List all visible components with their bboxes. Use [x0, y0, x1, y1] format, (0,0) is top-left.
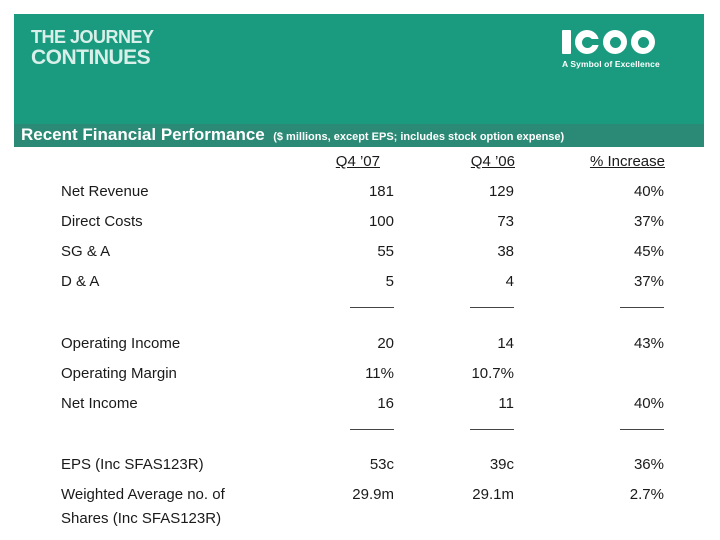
subtotal-rule — [470, 429, 514, 430]
logo-letter-c — [575, 30, 601, 54]
cell-operating-margin-q407: 11% — [365, 365, 394, 382]
cell-eps-q406: 39c — [489, 456, 514, 473]
row-label-da: D & A — [61, 273, 100, 290]
row-label-eps: EPS (Inc SFAS123R) — [61, 456, 204, 473]
cell-operating-income-inc: 43% — [633, 335, 664, 352]
cell-direct-costs-inc: 37% — [633, 213, 664, 230]
cell-sga-inc: 45% — [633, 243, 664, 260]
column-header-q4-06: Q4 ’06 — [470, 153, 515, 170]
logo-tagline: A Symbol of Excellence — [562, 59, 660, 69]
row-label-weighted-average-line-1: Weighted Average no. of — [61, 486, 225, 503]
row-label-net-revenue: Net Revenue — [61, 183, 149, 200]
column-header-q4-07: Q4 ’07 — [335, 153, 380, 170]
page-title: Recent Financial Performance ($ millions… — [21, 125, 564, 145]
cell-weighted-average-q406: 29.1m — [472, 486, 514, 503]
cell-net-income-q407: 16 — [377, 395, 394, 412]
tagline-line-2: CONTINUES — [31, 46, 151, 69]
subtotal-rule — [620, 307, 664, 308]
cell-operating-income-q406: 14 — [497, 335, 514, 352]
cell-operating-margin-q406: 10.7% — [471, 365, 514, 382]
cell-net-income-inc: 40% — [633, 395, 664, 412]
cell-sga-q407: 55 — [377, 243, 394, 260]
cell-net-revenue-q407: 181 — [368, 183, 394, 200]
page-title-main: Recent Financial Performance — [21, 125, 265, 144]
cell-da-inc: 37% — [633, 273, 664, 290]
cell-weighted-average-inc: 2.7% — [629, 486, 664, 503]
cell-sga-q406: 38 — [497, 243, 514, 260]
row-label-sga: SG & A — [61, 243, 111, 260]
row-label-operating-income: Operating Income — [61, 335, 181, 352]
logo-letter-n — [631, 30, 655, 54]
column-header-increase: % Increase — [589, 153, 665, 170]
subtotal-rule — [620, 429, 664, 430]
cell-operating-income-q407: 20 — [377, 335, 394, 352]
logo-mark — [562, 30, 682, 54]
cell-da-q407: 5 — [385, 273, 394, 290]
logo-letter-i — [562, 30, 571, 54]
row-label-net-income: Net Income — [61, 395, 138, 412]
cell-net-revenue-inc: 40% — [633, 183, 664, 200]
cell-weighted-average-q407: 29.9m — [352, 486, 394, 503]
page-title-note: ($ millions, except EPS; includes stock … — [273, 131, 565, 143]
logo-letter-o — [603, 30, 627, 54]
icon-logo: A Symbol of Excellence — [562, 30, 682, 90]
cell-net-revenue-q406: 129 — [488, 183, 514, 200]
row-label-weighted-average-line-2: Shares (Inc SFAS123R) — [61, 510, 222, 527]
cell-eps-q407: 53c — [369, 456, 394, 473]
cell-net-income-q406: 11 — [498, 395, 514, 412]
subtotal-rule — [350, 307, 394, 308]
row-label-direct-costs: Direct Costs — [61, 213, 143, 230]
row-label-operating-margin: Operating Margin — [61, 365, 177, 382]
cell-direct-costs-q406: 73 — [497, 213, 514, 230]
tagline-line-1: THE JOURNEY — [31, 27, 154, 47]
title-bar — [14, 124, 704, 147]
tagline: THE JOURNEY CONTINUES — [31, 27, 154, 69]
subtotal-rule — [350, 429, 394, 430]
cell-da-q406: 4 — [505, 273, 514, 290]
subtotal-rule — [470, 307, 514, 308]
cell-direct-costs-q407: 100 — [368, 213, 394, 230]
cell-eps-inc: 36% — [633, 456, 664, 473]
